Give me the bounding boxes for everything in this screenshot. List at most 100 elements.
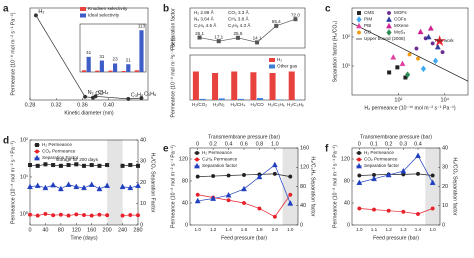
scatter-point <box>432 57 439 65</box>
bar <box>134 70 139 72</box>
x-axis-label: Kinetic diameter (nm) <box>64 110 114 116</box>
legend-swatch <box>269 64 275 69</box>
x2-tick-label: 0.2 <box>209 141 217 147</box>
x-category-label: 1.3 <box>400 227 407 232</box>
y-tick-label: 80 <box>344 178 350 184</box>
data-point <box>272 214 277 219</box>
legend-marker <box>35 149 40 154</box>
data-point <box>81 213 86 218</box>
data-point <box>194 197 201 204</box>
x-tick-label: 0.36 <box>77 102 88 108</box>
bar <box>126 64 131 72</box>
scatter-point <box>399 60 406 67</box>
legend-label: MOFs <box>394 10 407 15</box>
data-point <box>120 213 125 218</box>
value-label: 17.1 <box>214 34 223 39</box>
legend-label: Separation factor <box>364 163 399 168</box>
legend-label: C₃H₈ Permeance <box>202 157 238 162</box>
x2-tick-label: 1.0 <box>271 141 279 147</box>
y2-tick-label: 160 <box>300 145 309 151</box>
legend-marker <box>357 30 362 35</box>
legend-label: MoS₂ <box>394 30 405 35</box>
x-category-label: 1.0 <box>356 227 363 232</box>
bar <box>81 70 87 72</box>
x-tick-label: 0 <box>28 227 31 233</box>
legend-marker <box>386 16 392 22</box>
panel-letter: d <box>3 136 9 147</box>
data-point <box>216 39 221 44</box>
data-point <box>195 174 200 179</box>
data-point <box>135 163 140 168</box>
data-point <box>226 173 231 178</box>
legend-label: PBI <box>364 23 371 28</box>
data-point <box>416 211 421 216</box>
data-point <box>211 174 216 179</box>
scatter-point <box>430 41 435 46</box>
y2-tick-label: 40 <box>442 145 448 151</box>
legend-marker <box>194 162 200 169</box>
data-point <box>81 184 87 191</box>
x-category-label: 1.4 <box>415 227 422 232</box>
y-tick-label: 120 <box>179 156 188 162</box>
legend-swatch <box>269 58 275 62</box>
x-axis-label: Feed pressure (bar) <box>373 235 419 241</box>
y-axis-label: Permeance (10⁻⁸ mol m⁻² s⁻¹ Pa⁻¹) <box>332 145 338 228</box>
data-point <box>126 96 131 101</box>
x-category-label: H₂/C₃H₈ <box>287 102 304 107</box>
scatter-point <box>405 71 411 79</box>
data-point <box>50 181 57 188</box>
data-point <box>135 213 140 218</box>
scatter-point <box>414 46 419 51</box>
y-tick-label: 10¹ <box>20 174 28 180</box>
data-point <box>385 171 392 178</box>
value-label: 41 <box>86 50 92 55</box>
point-label: H₂ <box>38 9 44 15</box>
y2-tick-label: 0 <box>140 222 143 228</box>
legend-label: Separation factor <box>202 163 237 168</box>
y-axis-label: Permeance (10⁻⁸ mol m⁻²s⁻¹Pa⁻¹) <box>170 37 176 117</box>
legend-label: CO₂ Permeance <box>364 157 398 162</box>
data-point <box>357 173 362 178</box>
series-line <box>359 208 433 215</box>
data-point <box>128 163 133 168</box>
point-label: C₃H₆ <box>144 92 156 98</box>
data-point <box>88 181 95 187</box>
bar <box>250 72 257 100</box>
legend-marker <box>194 157 199 162</box>
data-point <box>128 213 133 218</box>
y-tick-label: 10⁰ <box>20 210 29 217</box>
data-point <box>127 184 134 191</box>
value-label: 72.0 <box>291 12 300 17</box>
x-category-label: 1.1 <box>371 227 378 232</box>
scatter-point <box>440 50 445 55</box>
value-label: 25.5 <box>233 31 242 36</box>
point-label: N₂ <box>88 90 94 96</box>
data-point <box>288 192 293 197</box>
y2-tick-label: 20 <box>442 184 448 190</box>
data-point <box>288 174 293 179</box>
data-point <box>66 213 71 218</box>
y2-axis-label: H₂/CO₂ Separation factor <box>452 158 458 216</box>
bar <box>212 73 219 100</box>
scatter-point <box>417 28 424 35</box>
legend-marker <box>387 10 392 15</box>
bar <box>199 98 206 100</box>
bar <box>86 56 91 72</box>
data-point <box>34 182 41 188</box>
y-axis-label: Separation factor <box>170 8 176 48</box>
data-point <box>372 207 377 212</box>
bar <box>257 98 264 100</box>
x2-tick-label: 0.8 <box>256 141 264 147</box>
x-category-label: 1.0 <box>287 227 294 232</box>
plot-frame <box>351 7 469 96</box>
legend-label: CO₂ Permeance <box>42 149 76 154</box>
bar <box>237 98 244 100</box>
data-point <box>65 181 72 187</box>
x-tick-label: 120 <box>72 227 81 233</box>
legend-marker <box>357 157 362 162</box>
data-point <box>35 213 40 218</box>
data-point <box>416 171 421 176</box>
x-axis-label: Feed pressure (bar) <box>221 235 267 241</box>
data-point <box>97 163 102 168</box>
x-category-label: 2.0 <box>272 227 279 232</box>
